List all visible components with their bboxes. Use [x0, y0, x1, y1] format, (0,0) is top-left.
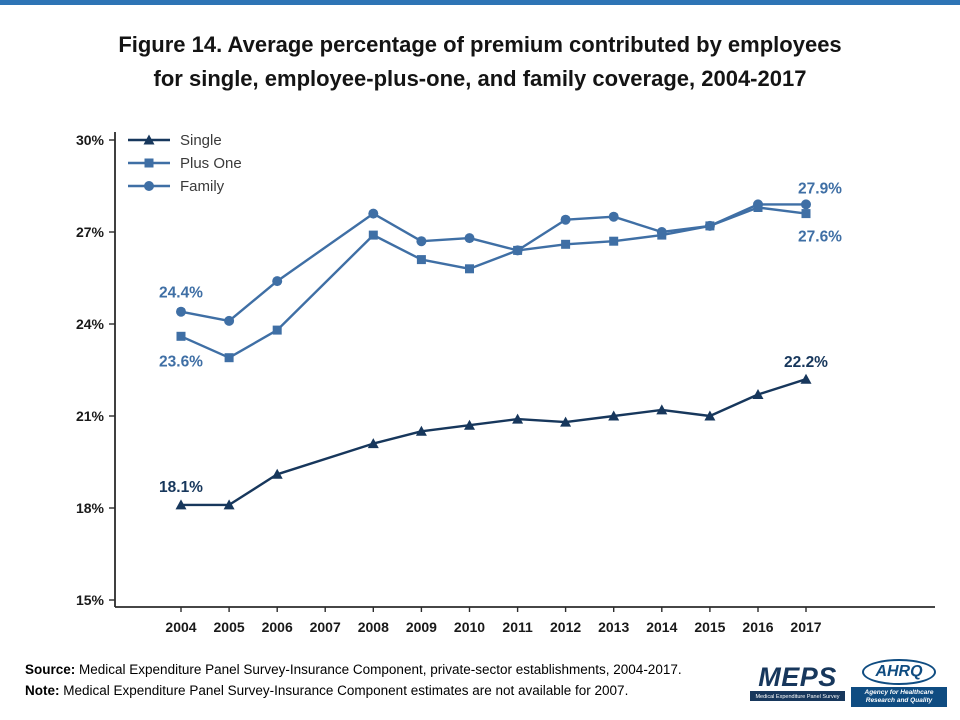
source-label: Source: — [25, 662, 76, 677]
data-label: 18.1% — [159, 479, 203, 496]
x-tick-label: 2005 — [214, 619, 245, 635]
ahrq-logo-subtext: Agency for Healthcare Research and Quali… — [851, 687, 947, 708]
x-tick-label: 2008 — [358, 619, 389, 635]
x-tick-label: 2015 — [694, 619, 725, 635]
x-tick-label: 2016 — [742, 619, 773, 635]
series-single — [175, 373, 812, 510]
legend-label-plus-one: Plus One — [180, 155, 242, 172]
meps-logo: MEPS Medical Expenditure Panel Survey — [750, 664, 845, 701]
meps-logo-subtext: Medical Expenditure Panel Survey — [750, 693, 845, 701]
y-tick-label: 18% — [76, 500, 105, 516]
data-label: 22.2% — [784, 354, 828, 371]
source-line: Source: Medical Expenditure Panel Survey… — [25, 659, 735, 680]
y-tick-label: 24% — [76, 316, 105, 332]
footnotes: Source: Medical Expenditure Panel Survey… — [25, 659, 735, 701]
chart-title-line1: Figure 14. Average percentage of premium… — [118, 32, 842, 57]
x-tick-label: 2014 — [646, 619, 677, 635]
data-label: 23.6% — [159, 353, 203, 370]
ahrq-sub-line2: Research and Quality — [865, 697, 933, 705]
legend: Single Plus One Family — [128, 132, 242, 195]
chart-title: Figure 14. Average percentage of premium… — [0, 28, 960, 96]
meps-logo-text: MEPS — [750, 664, 845, 693]
note-text: Medical Expenditure Panel Survey-Insuran… — [59, 683, 629, 698]
y-tick-label: 15% — [76, 592, 105, 608]
source-text: Medical Expenditure Panel Survey-Insuran… — [75, 662, 682, 677]
ahrq-sub-line1: Agency for Healthcare — [864, 689, 934, 696]
x-tick-label: 2006 — [262, 619, 293, 635]
axes: 15% 18% 21% 24% 27% 30% 2004 2005 2006 2007 2008 20… — [76, 132, 935, 635]
x-tick-label: 2012 — [550, 619, 581, 635]
legend-label-single: Single — [180, 132, 222, 149]
ahrq-logo: AHRQ Agency for Healthcare Research and … — [851, 659, 947, 708]
x-tick-label: 2017 — [790, 619, 821, 635]
chart-title-line2: for single, employee-plus-one, and famil… — [153, 66, 807, 91]
legend-label-family: Family — [180, 178, 225, 195]
x-tick-label: 2013 — [598, 619, 629, 635]
x-tick-label: 2011 — [502, 619, 533, 635]
data-label: 24.4% — [159, 285, 203, 302]
series-line-single — [181, 378, 807, 507]
note-line: Note: Medical Expenditure Panel Survey-I… — [25, 680, 735, 701]
x-tick-label: 2010 — [454, 619, 485, 635]
data-label: 27.6% — [798, 229, 842, 246]
top-accent-bar — [0, 0, 960, 5]
series-plus-one — [176, 203, 811, 363]
series-family — [176, 199, 811, 326]
note-label: Note: — [25, 683, 60, 698]
data-label: 27.9% — [798, 180, 842, 197]
x-tick-label: 2004 — [165, 619, 196, 635]
y-tick-label: 27% — [76, 224, 105, 240]
x-tick-label: 2009 — [406, 619, 437, 635]
x-tick-label: 2007 — [310, 619, 341, 635]
ahrq-logo-text: AHRQ — [862, 659, 936, 685]
y-tick-label: 30% — [76, 132, 105, 148]
line-chart: 15% 18% 21% 24% 27% 30% 2004 2005 2006 2007 2008 20… — [76, 132, 935, 635]
y-tick-label: 21% — [76, 408, 105, 424]
